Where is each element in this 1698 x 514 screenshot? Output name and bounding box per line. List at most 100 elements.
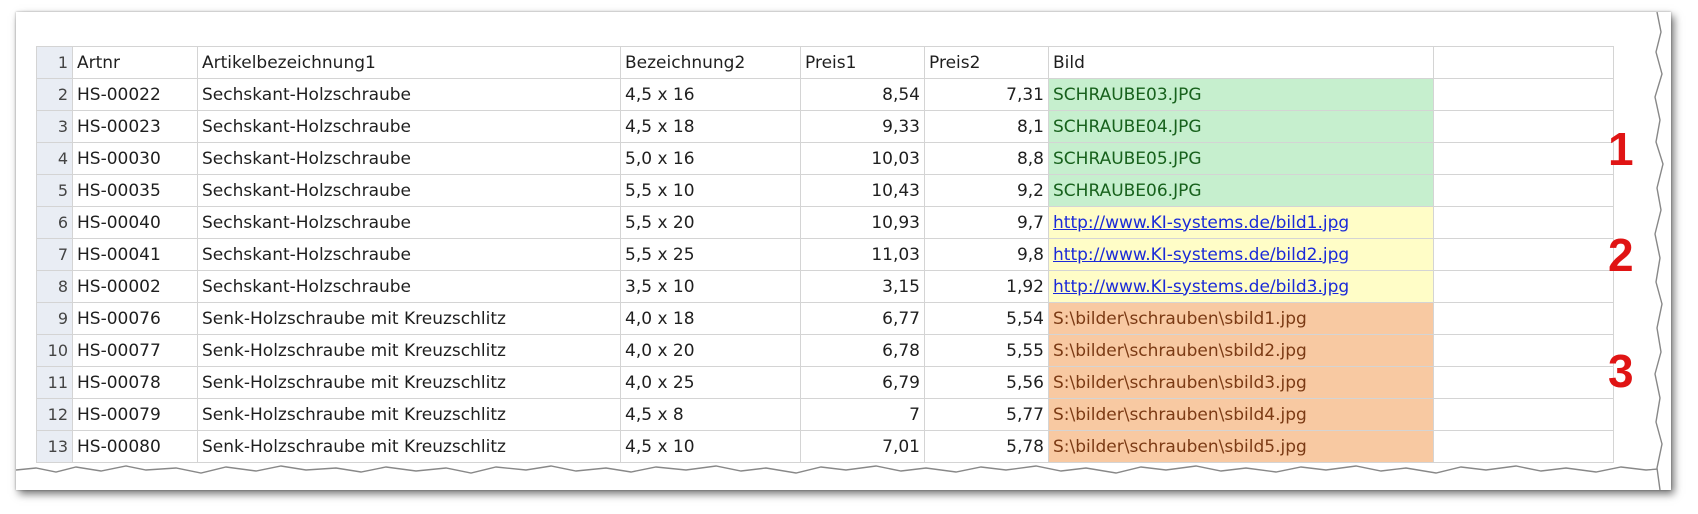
cell-preis1[interactable]: 6,78	[800, 334, 925, 367]
cell-preis2[interactable]: 5,56	[924, 366, 1049, 399]
cell-artnr[interactable]: HS-00030	[72, 142, 198, 175]
cell-artnr[interactable]: HS-00035	[72, 174, 198, 207]
row-number[interactable]: 10	[36, 334, 73, 367]
header-cell-artikelbezeichnung1[interactable]: Artikelbezeichnung1	[197, 46, 621, 79]
cell-artnr[interactable]: HS-00080	[72, 430, 198, 463]
cell-artikelbezeichnung1[interactable]: Sechskant-Holzschraube	[197, 78, 621, 111]
image-link[interactable]: http://www.KI-systems.de/bild2.jpg	[1053, 244, 1350, 265]
cell-artnr[interactable]: HS-00078	[72, 366, 198, 399]
cell-artnr[interactable]: HS-00002	[72, 270, 198, 303]
row-number[interactable]: 12	[36, 398, 73, 431]
cell-bild[interactable]: SCHRAUBE04.JPG	[1048, 110, 1434, 143]
cell-preis2[interactable]: 7,31	[924, 78, 1049, 111]
cell-preis1[interactable]: 3,15	[800, 270, 925, 303]
cell-bezeichnung2[interactable]: 4,0 x 20	[620, 334, 801, 367]
cell-preis2[interactable]: 8,8	[924, 142, 1049, 175]
cell-preis2[interactable]: 5,55	[924, 334, 1049, 367]
cell-preis1[interactable]: 7	[800, 398, 925, 431]
cell-artnr[interactable]: HS-00040	[72, 206, 198, 239]
cell-artikelbezeichnung1[interactable]: Senk-Holzschraube mit Kreuzschlitz	[197, 398, 621, 431]
cell-bezeichnung2[interactable]: 4,0 x 18	[620, 302, 801, 335]
header-cell-preis2[interactable]: Preis2	[924, 46, 1049, 79]
cell-preis2[interactable]: 9,8	[924, 238, 1049, 271]
cell-bezeichnung2[interactable]: 5,5 x 20	[620, 206, 801, 239]
cell-artikelbezeichnung1[interactable]: Senk-Holzschraube mit Kreuzschlitz	[197, 430, 621, 463]
cell-preis2[interactable]: 8,1	[924, 110, 1049, 143]
empty-cell[interactable]	[1433, 110, 1614, 143]
cell-artikelbezeichnung1[interactable]: Senk-Holzschraube mit Kreuzschlitz	[197, 366, 621, 399]
cell-bild[interactable]: S:\bilder\schrauben\sbild2.jpg	[1048, 334, 1434, 367]
row-number[interactable]: 11	[36, 366, 73, 399]
cell-artikelbezeichnung1[interactable]: Sechskant-Holzschraube	[197, 238, 621, 271]
cell-bezeichnung2[interactable]: 5,5 x 25	[620, 238, 801, 271]
cell-preis1[interactable]: 10,93	[800, 206, 925, 239]
row-number[interactable]: 13	[36, 430, 73, 463]
cell-preis2[interactable]: 5,78	[924, 430, 1049, 463]
cell-bezeichnung2[interactable]: 4,0 x 25	[620, 366, 801, 399]
cell-artikelbezeichnung1[interactable]: Sechskant-Holzschraube	[197, 142, 621, 175]
cell-bild[interactable]: S:\bilder\schrauben\sbild4.jpg	[1048, 398, 1434, 431]
cell-artnr[interactable]: HS-00041	[72, 238, 198, 271]
cell-preis1[interactable]: 8,54	[800, 78, 925, 111]
empty-cell[interactable]	[1433, 238, 1614, 271]
cell-artnr[interactable]: HS-00079	[72, 398, 198, 431]
cell-artnr[interactable]: HS-00022	[72, 78, 198, 111]
cell-preis2[interactable]: 1,92	[924, 270, 1049, 303]
cell-bild[interactable]: S:\bilder\schrauben\sbild5.jpg	[1048, 430, 1434, 463]
cell-bezeichnung2[interactable]: 4,5 x 10	[620, 430, 801, 463]
cell-preis2[interactable]: 5,54	[924, 302, 1049, 335]
empty-cell[interactable]	[1433, 430, 1614, 463]
cell-preis1[interactable]: 9,33	[800, 110, 925, 143]
row-number[interactable]: 7	[36, 238, 73, 271]
cell-artnr[interactable]: HS-00077	[72, 334, 198, 367]
header-cell-artnr[interactable]: Artnr	[72, 46, 198, 79]
cell-bezeichnung2[interactable]: 4,5 x 16	[620, 78, 801, 111]
cell-artikelbezeichnung1[interactable]: Sechskant-Holzschraube	[197, 270, 621, 303]
cell-preis1[interactable]: 10,03	[800, 142, 925, 175]
cell-bild[interactable]: http://www.KI-systems.de/bild2.jpg	[1048, 238, 1434, 271]
cell-preis1[interactable]: 6,77	[800, 302, 925, 335]
cell-bild[interactable]: SCHRAUBE06.JPG	[1048, 174, 1434, 207]
cell-bild[interactable]: SCHRAUBE03.JPG	[1048, 78, 1434, 111]
row-number[interactable]: 5	[36, 174, 73, 207]
cell-bild[interactable]: SCHRAUBE05.JPG	[1048, 142, 1434, 175]
empty-cell[interactable]	[1433, 302, 1614, 335]
cell-bezeichnung2[interactable]: 3,5 x 10	[620, 270, 801, 303]
empty-cell[interactable]	[1433, 174, 1614, 207]
row-number[interactable]: 6	[36, 206, 73, 239]
empty-cell[interactable]	[1433, 78, 1614, 111]
row-number[interactable]: 8	[36, 270, 73, 303]
cell-artikelbezeichnung1[interactable]: Sechskant-Holzschraube	[197, 110, 621, 143]
header-cell-bezeichnung2[interactable]: Bezeichnung2	[620, 46, 801, 79]
empty-cell[interactable]	[1433, 142, 1614, 175]
cell-bild[interactable]: S:\bilder\schrauben\sbild1.jpg	[1048, 302, 1434, 335]
cell-preis1[interactable]: 10,43	[800, 174, 925, 207]
cell-bild[interactable]: http://www.KI-systems.de/bild1.jpg	[1048, 206, 1434, 239]
cell-artikelbezeichnung1[interactable]: Sechskant-Holzschraube	[197, 206, 621, 239]
cell-preis2[interactable]: 5,77	[924, 398, 1049, 431]
cell-bezeichnung2[interactable]: 5,0 x 16	[620, 142, 801, 175]
image-link[interactable]: http://www.KI-systems.de/bild3.jpg	[1053, 276, 1350, 297]
row-number[interactable]: 2	[36, 78, 73, 111]
empty-cell[interactable]	[1433, 334, 1614, 367]
empty-cell[interactable]	[1433, 398, 1614, 431]
cell-bild[interactable]: http://www.KI-systems.de/bild3.jpg	[1048, 270, 1434, 303]
cell-artikelbezeichnung1[interactable]: Sechskant-Holzschraube	[197, 174, 621, 207]
cell-artnr[interactable]: HS-00023	[72, 110, 198, 143]
header-cell-bild[interactable]: Bild	[1048, 46, 1434, 79]
cell-preis1[interactable]: 7,01	[800, 430, 925, 463]
cell-artikelbezeichnung1[interactable]: Senk-Holzschraube mit Kreuzschlitz	[197, 334, 621, 367]
cell-preis1[interactable]: 6,79	[800, 366, 925, 399]
header-cell-preis1[interactable]: Preis1	[800, 46, 925, 79]
row-number[interactable]: 3	[36, 110, 73, 143]
cell-bezeichnung2[interactable]: 5,5 x 10	[620, 174, 801, 207]
image-link[interactable]: http://www.KI-systems.de/bild1.jpg	[1053, 212, 1350, 233]
empty-cell[interactable]	[1433, 270, 1614, 303]
cell-preis1[interactable]: 11,03	[800, 238, 925, 271]
cell-preis2[interactable]: 9,7	[924, 206, 1049, 239]
cell-artikelbezeichnung1[interactable]: Senk-Holzschraube mit Kreuzschlitz	[197, 302, 621, 335]
cell-bezeichnung2[interactable]: 4,5 x 8	[620, 398, 801, 431]
cell-bezeichnung2[interactable]: 4,5 x 18	[620, 110, 801, 143]
cell-artnr[interactable]: HS-00076	[72, 302, 198, 335]
row-number[interactable]: 1	[36, 46, 73, 79]
